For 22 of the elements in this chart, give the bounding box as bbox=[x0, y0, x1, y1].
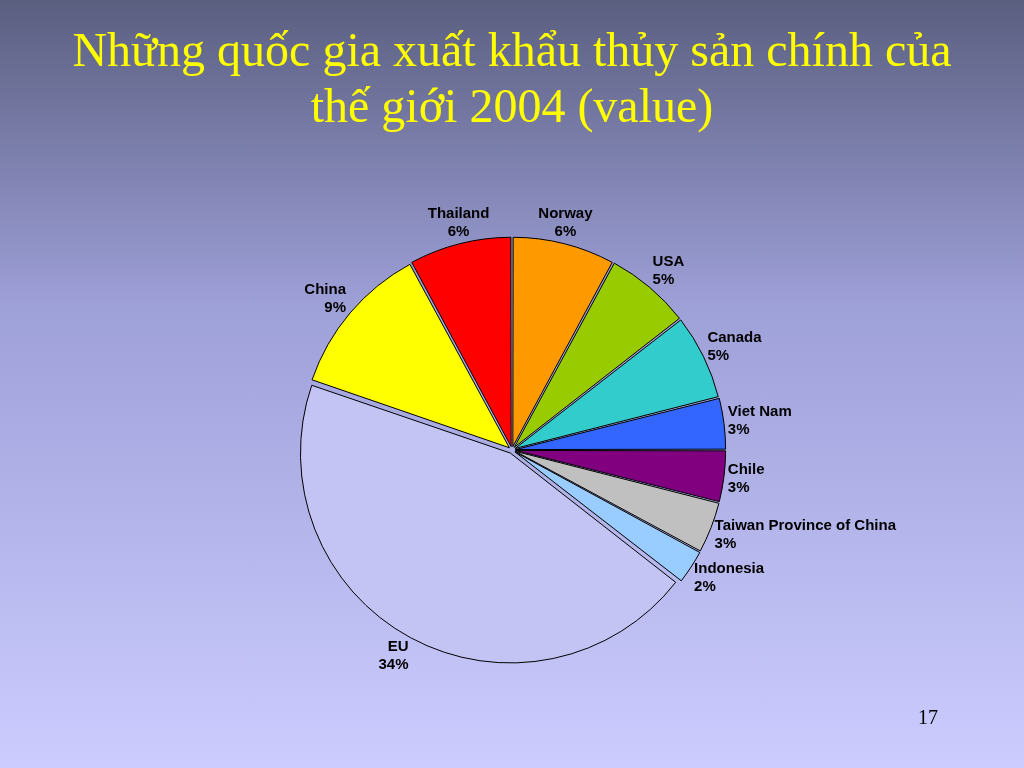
slice-label: USA bbox=[652, 252, 685, 270]
chart-title: Những quốc gia xuất khẩu thủy sản chính của thế giới 2004 (value) bbox=[71, 22, 953, 134]
slice-label: China bbox=[304, 279, 347, 297]
data-label: 5% bbox=[707, 346, 730, 364]
data-label: 6% bbox=[447, 221, 470, 239]
data-label: 2% bbox=[694, 577, 716, 595]
slice-label: Canada bbox=[707, 328, 763, 346]
slice-label: Norway bbox=[538, 203, 594, 221]
slice-label: Viet Nam bbox=[727, 402, 792, 420]
data-label: 3% bbox=[727, 420, 750, 438]
data-label: 5% bbox=[652, 270, 675, 288]
data-label: 34% bbox=[378, 655, 409, 673]
data-label: 9% bbox=[324, 297, 347, 315]
slice-label: Taiwan Province of China bbox=[714, 516, 897, 534]
data-label: 3% bbox=[727, 478, 750, 496]
data-label: 6% bbox=[554, 221, 577, 239]
slice-label: EU bbox=[387, 637, 409, 655]
slice-label: Chile bbox=[727, 460, 765, 478]
slice-label: Thailand bbox=[427, 203, 490, 221]
slice-label: Indonesia bbox=[694, 559, 765, 577]
text: 17 bbox=[918, 706, 938, 729]
data-label: 3% bbox=[714, 534, 737, 552]
